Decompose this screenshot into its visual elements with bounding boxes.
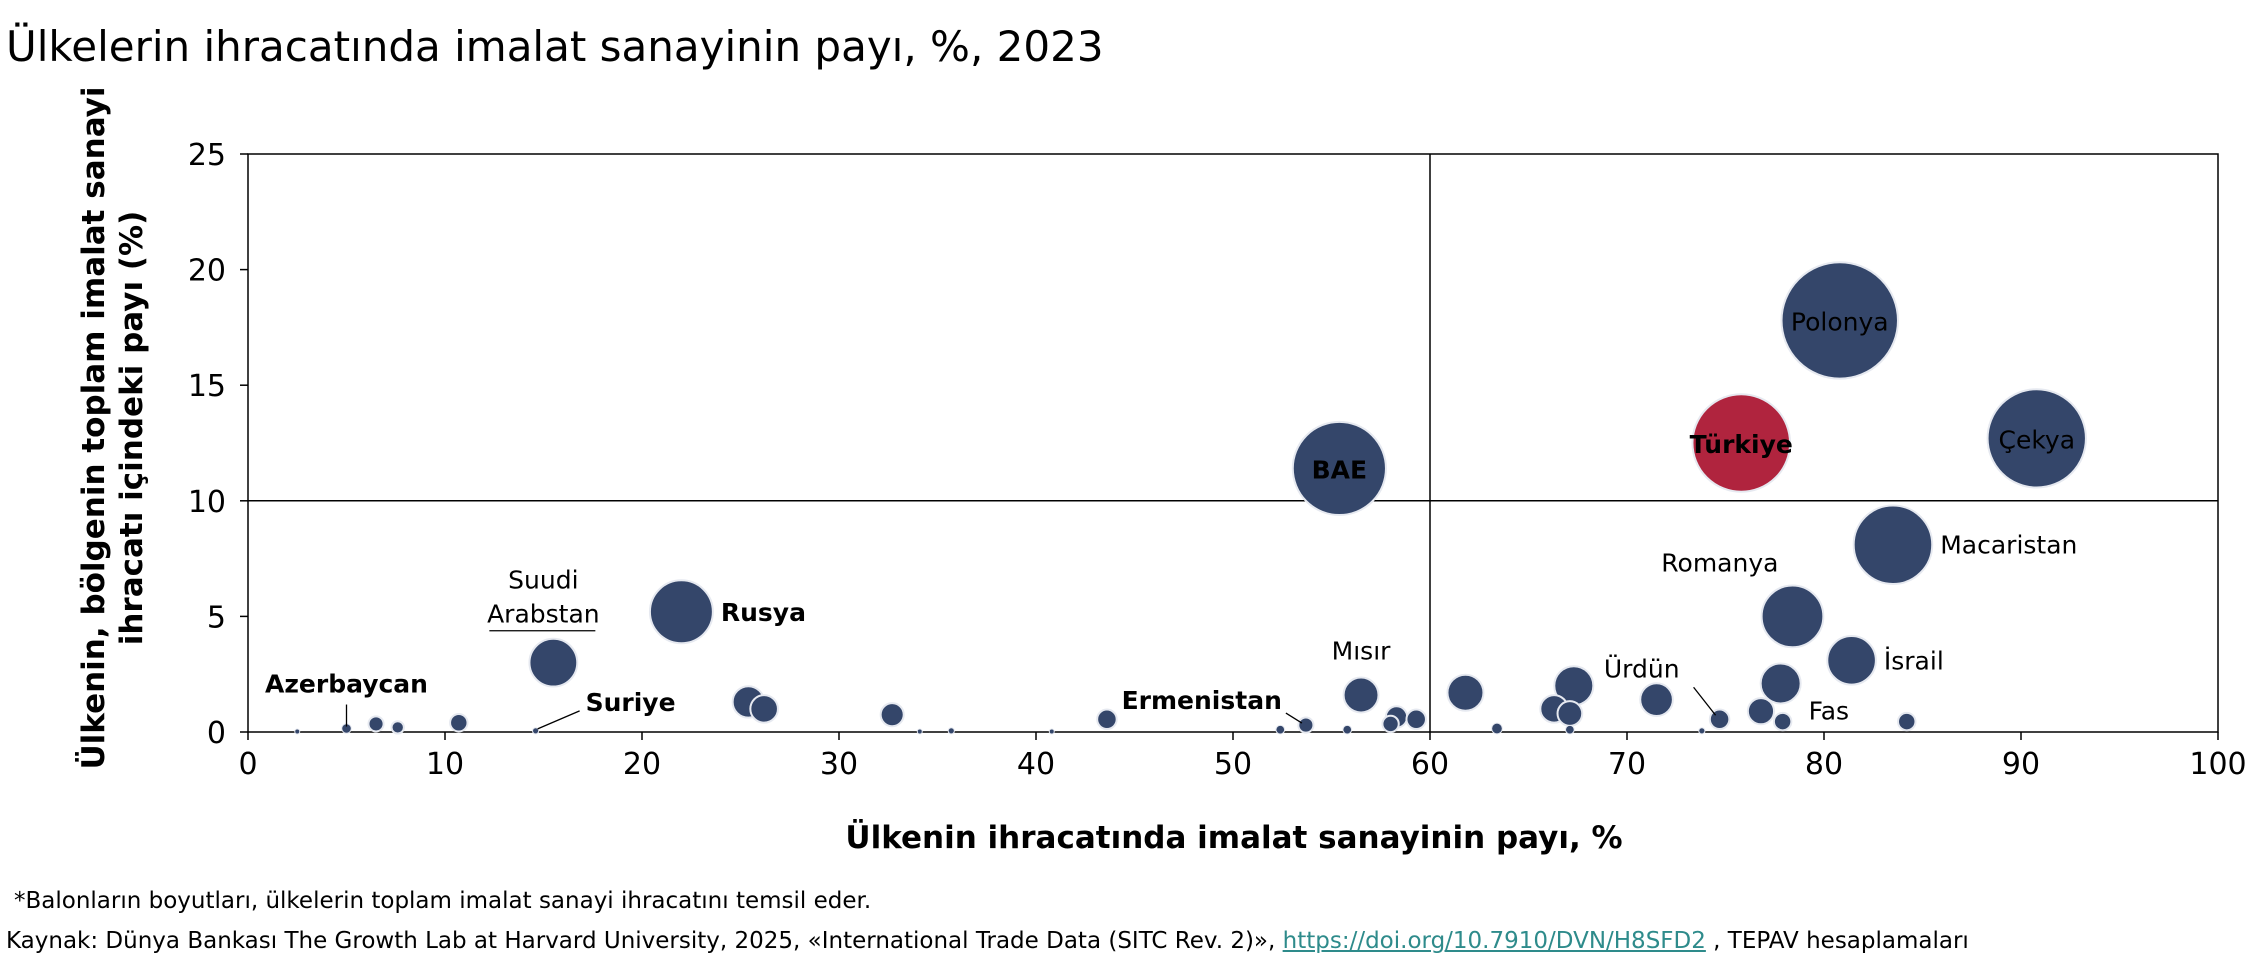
x-tick-label: 100 bbox=[2189, 747, 2246, 782]
leader-line bbox=[1693, 686, 1717, 716]
bubble-point bbox=[1565, 724, 1575, 735]
bubble-point bbox=[1291, 420, 1387, 517]
bubble-point bbox=[1691, 393, 1792, 493]
bubble-point bbox=[1826, 635, 1877, 686]
x-tick-label: 70 bbox=[1608, 747, 1646, 782]
bubble-point bbox=[749, 694, 779, 724]
x-tick-label: 20 bbox=[623, 747, 661, 782]
bubble-point bbox=[528, 637, 579, 688]
y-axis-title: Ülkenin, bölgenin toplam imalat sanayi i… bbox=[75, 86, 150, 769]
y-axis-title-line-2: ihracatı içindeki payı (%) bbox=[114, 211, 150, 646]
x-tick-label: 90 bbox=[2002, 747, 2040, 782]
bubble-point bbox=[1446, 673, 1485, 712]
bubble-point bbox=[1096, 708, 1118, 731]
bubble-point bbox=[1556, 700, 1584, 727]
bubble-label: Suriye bbox=[586, 688, 676, 717]
bubble-label: Polonya bbox=[1791, 307, 1889, 336]
source-link[interactable]: https://doi.org/10.7910/DVN/H8SFD2 bbox=[1282, 928, 1706, 954]
bubble-point bbox=[1048, 728, 1055, 735]
x-tick-label: 0 bbox=[238, 747, 257, 782]
bubble-point bbox=[648, 579, 714, 645]
bubbles bbox=[294, 261, 2087, 735]
bubble-label: Türkiye bbox=[1690, 430, 1793, 459]
bubble-label: İsrail bbox=[1884, 646, 1944, 675]
leader-line bbox=[537, 710, 580, 730]
bubble-point bbox=[1342, 676, 1380, 714]
bubble-point bbox=[1405, 708, 1427, 731]
leader-line bbox=[1285, 712, 1303, 724]
bubble-point bbox=[449, 713, 469, 733]
bubble-label: Fas bbox=[1809, 697, 1849, 726]
footnote: *Balonların boyutları, ülkelerin toplam … bbox=[14, 888, 872, 914]
source-suffix: , TEPAV hesaplamaları bbox=[1705, 928, 1969, 954]
bubble-point bbox=[1760, 584, 1825, 649]
bubble-point bbox=[879, 702, 905, 728]
bubble-label: Arabstan bbox=[487, 600, 600, 629]
bubble-labels: Polonya Çekya Türkiye BAE Macaristan Romanya R… bbox=[265, 307, 2077, 730]
bubble-label: Suudi bbox=[508, 566, 578, 595]
bubble-label: Ermenistan bbox=[1122, 686, 1282, 715]
y-tick-label: 20 bbox=[188, 254, 226, 289]
x-tick-label: 40 bbox=[1017, 747, 1055, 782]
bubble-point bbox=[1698, 727, 1706, 735]
x-axis-ticks: 0 10 20 30 40 50 60 70 80 90 100 bbox=[238, 732, 2247, 782]
source-prefix: Kaynak: Dünya Bankası The Growth Lab at … bbox=[6, 928, 1283, 954]
bubble-point bbox=[367, 715, 385, 733]
bubble-point bbox=[1852, 504, 1934, 586]
y-tick-label: 10 bbox=[188, 485, 226, 520]
chart-title: Ülkelerin ihracatında imalat sanayinin p… bbox=[6, 22, 1104, 71]
bubble-label: Rusya bbox=[721, 598, 806, 627]
x-axis-title: Ülkenin ihracatında imalat sanayinin pay… bbox=[845, 819, 1622, 856]
bubble-point bbox=[1986, 388, 2087, 489]
bubble-point bbox=[1342, 724, 1353, 735]
bubble-label: Ürdün bbox=[1604, 654, 1680, 683]
y-axis-ticks: 0 5 10 15 20 25 bbox=[188, 138, 248, 751]
bubble-point bbox=[532, 727, 540, 735]
bubble-label: Mısır bbox=[1332, 637, 1391, 666]
y-tick-label: 5 bbox=[207, 600, 226, 635]
bubble-point bbox=[916, 728, 923, 735]
y-axis-title-line-1: Ülkenin, bölgenin toplam imalat sanayi bbox=[75, 86, 112, 769]
bubble-point bbox=[1772, 711, 1793, 732]
y-tick-label: 0 bbox=[207, 716, 226, 751]
bubble-label: BAE bbox=[1312, 455, 1367, 484]
bubble-label: Azerbaycan bbox=[265, 670, 428, 699]
x-tick-label: 50 bbox=[1214, 747, 1252, 782]
bubble-point bbox=[1297, 716, 1315, 734]
bubble-point bbox=[947, 727, 955, 735]
bubble-point bbox=[1897, 711, 1917, 732]
bubble-point bbox=[294, 728, 301, 735]
source-line: Kaynak: Dünya Bankası The Growth Lab at … bbox=[6, 928, 1969, 954]
bubble-point bbox=[390, 720, 405, 735]
x-tick-label: 80 bbox=[1805, 747, 1843, 782]
bubble-point bbox=[1639, 682, 1674, 717]
y-tick-label: 15 bbox=[188, 369, 226, 404]
x-tick-label: 30 bbox=[820, 747, 858, 782]
bubble-point bbox=[1275, 724, 1286, 735]
bubble-label: Romanya bbox=[1661, 549, 1778, 578]
bubble-label: Çekya bbox=[1998, 425, 2075, 454]
x-tick-label: 60 bbox=[1411, 747, 1449, 782]
bubble-point bbox=[1746, 697, 1776, 726]
bubble-point bbox=[1759, 662, 1802, 705]
x-tick-label: 10 bbox=[426, 747, 464, 782]
bubble-point bbox=[1491, 722, 1503, 735]
y-tick-label: 25 bbox=[188, 138, 226, 173]
bubble-label: Macaristan bbox=[1940, 531, 2077, 560]
bubble-point bbox=[1780, 261, 1899, 380]
bubble-point bbox=[1381, 714, 1400, 734]
